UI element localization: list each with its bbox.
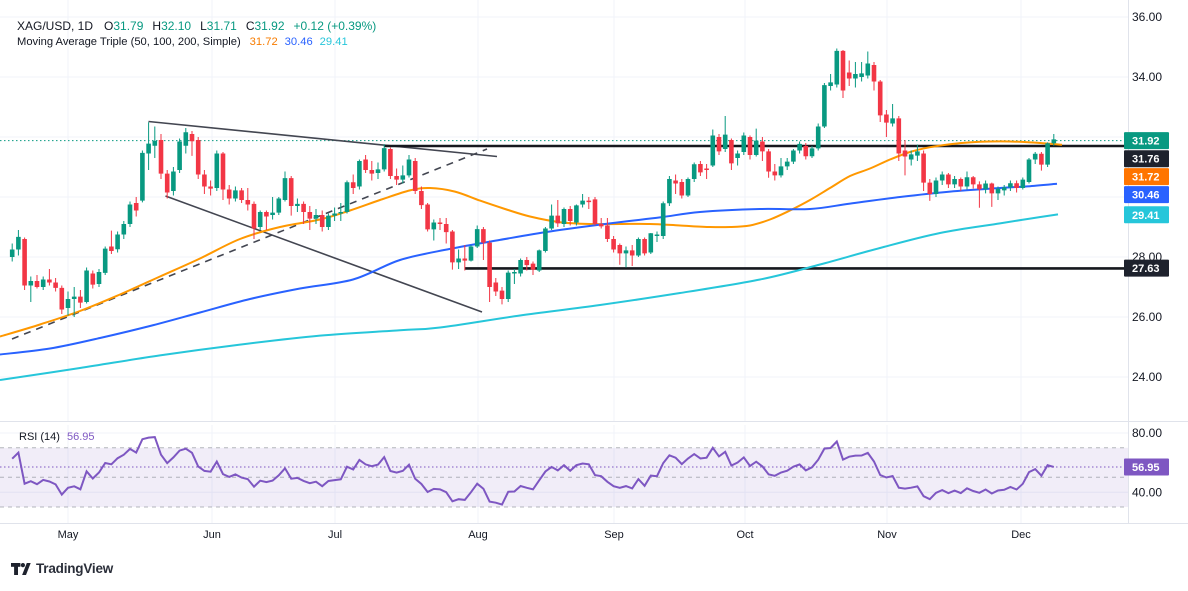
svg-text:31.92: 31.92 (1132, 136, 1160, 148)
svg-text:40.00: 40.00 (1132, 486, 1162, 500)
svg-text:26.00: 26.00 (1132, 310, 1162, 324)
svg-text:36.00: 36.00 (1132, 10, 1162, 24)
svg-text:30.46: 30.46 (1132, 190, 1160, 202)
svg-text:Sep: Sep (604, 529, 624, 541)
svg-text:Dec: Dec (1011, 529, 1031, 541)
svg-text:80.00: 80.00 (1132, 426, 1162, 440)
svg-text:Aug: Aug (468, 529, 488, 541)
svg-text:34.00: 34.00 (1132, 70, 1162, 84)
svg-text:24.00: 24.00 (1132, 370, 1162, 384)
svg-text:Jun: Jun (203, 529, 221, 541)
svg-text:56.95: 56.95 (1132, 462, 1160, 474)
svg-text:May: May (58, 529, 79, 541)
svg-text:31.76: 31.76 (1132, 154, 1160, 166)
svg-text:Nov: Nov (877, 529, 897, 541)
svg-text:Jul: Jul (328, 529, 342, 541)
svg-text:31.72: 31.72 (1132, 172, 1160, 184)
svg-text:Oct: Oct (736, 529, 753, 541)
svg-text:27.63: 27.63 (1132, 263, 1160, 275)
svg-text:29.41: 29.41 (1132, 210, 1160, 222)
